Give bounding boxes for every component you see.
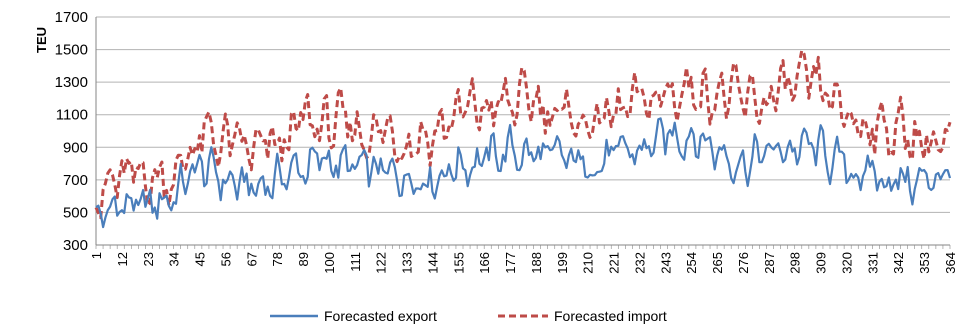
series-group	[94, 48, 952, 229]
x-tick-label: 287	[762, 252, 777, 274]
x-tick-label: 320	[839, 252, 854, 274]
x-tick-label: 298	[788, 252, 803, 274]
x-tick-label: 331	[865, 252, 880, 274]
y-axis-ticks: 300 500 700 900 1100 1300 1500 1700	[55, 9, 88, 254]
x-tick-label: 12	[115, 252, 130, 266]
y-tick-label: 300	[63, 237, 88, 254]
x-tick-label: 111	[348, 252, 363, 272]
y-tick-label: 1300	[55, 74, 88, 91]
y-tick-label: 1500	[55, 42, 88, 59]
x-tick-label: 221	[607, 252, 622, 274]
x-tick-label: 364	[943, 252, 957, 274]
x-tick-label: 78	[270, 252, 285, 266]
x-tick-label: 177	[503, 252, 518, 274]
x-tick-label: 100	[322, 252, 337, 274]
x-tick-label: 276	[736, 252, 751, 274]
x-tick-label: 254	[684, 252, 699, 274]
x-tick-label: 56	[218, 252, 233, 266]
x-tick-label: 342	[891, 252, 906, 274]
x-tick-label: 243	[658, 252, 673, 274]
series-line-export	[95, 117, 952, 229]
x-tick-label: 232	[632, 252, 647, 274]
x-tick-label: 155	[451, 252, 466, 274]
x-tick-label: 34	[167, 252, 182, 266]
x-tick-label: 144	[425, 252, 440, 274]
x-tick-label: 353	[917, 252, 932, 274]
x-axis-ticks: 1 12 23 34 45 56 67 78 89 100 111 122 133 144 155 166 17…	[89, 245, 957, 274]
x-tick-label: 122	[374, 252, 389, 274]
x-tick-label: 89	[296, 252, 311, 266]
x-tick-label: 1	[89, 252, 104, 259]
gridlines	[95, 16, 950, 246]
y-tick-label: 1700	[55, 9, 88, 26]
x-tick-label: 309	[814, 252, 829, 274]
x-tick-label: 210	[581, 252, 596, 274]
x-tick-label: 133	[400, 252, 415, 274]
y-tick-label: 500	[63, 204, 88, 221]
x-tick-label: 265	[710, 252, 725, 274]
y-tick-label: 900	[63, 139, 88, 156]
y-tick-label: 1100	[56, 107, 88, 124]
legend-label-import: Forecasted import	[554, 308, 667, 324]
x-tick-label: 23	[141, 252, 156, 266]
x-tick-label: 188	[529, 252, 544, 274]
legend: Forecasted export Forecasted import	[270, 308, 667, 324]
x-tick-label: 45	[193, 252, 208, 266]
x-tick-label: 67	[244, 252, 259, 266]
x-tick-label: 166	[477, 252, 492, 274]
legend-label-export: Forecasted export	[324, 308, 437, 324]
y-axis-label: TEU	[34, 27, 49, 53]
y-tick-label: 700	[63, 172, 88, 189]
x-tick-label: 199	[555, 252, 570, 274]
series-line-import	[94, 48, 952, 220]
